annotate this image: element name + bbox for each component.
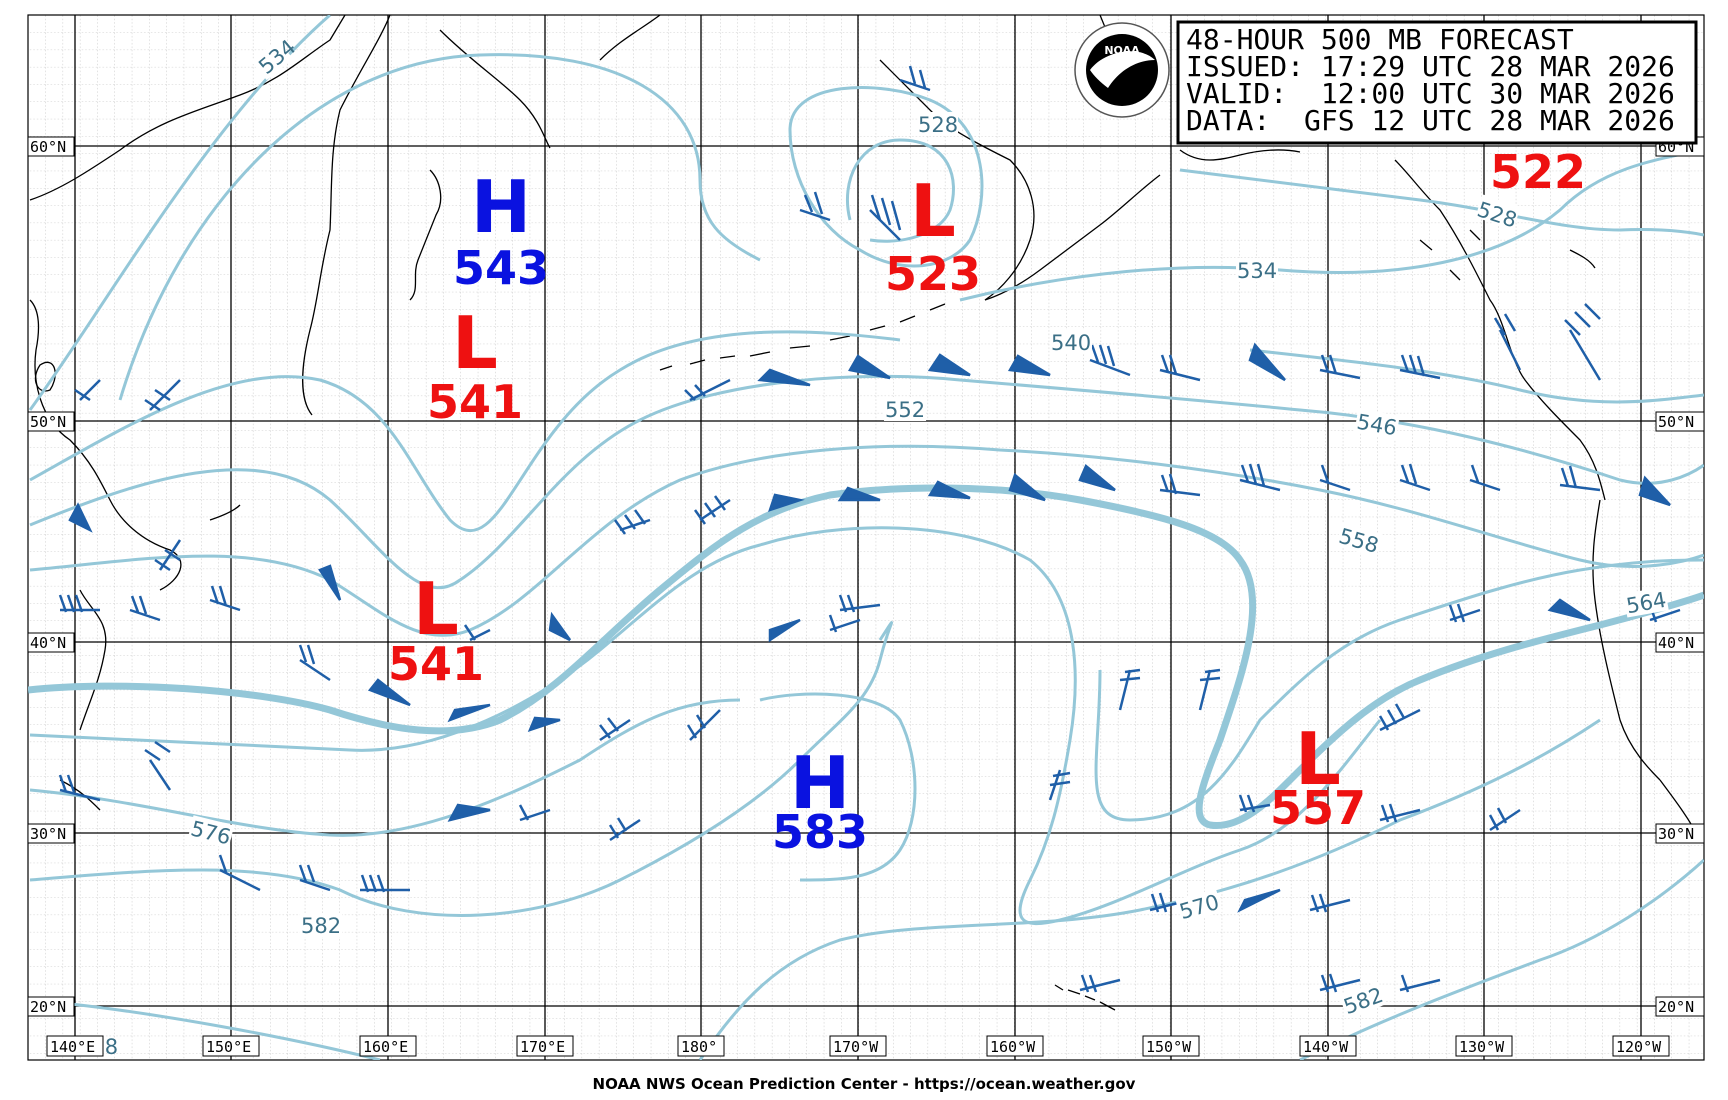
high-center-letter: H — [471, 165, 531, 249]
lat-label-left: 50°N — [30, 413, 66, 431]
contour-label: 582 — [301, 914, 341, 938]
lat-label-left: 20°N — [30, 998, 66, 1016]
wind-barbs — [58, 65, 1681, 993]
latitude-labels: 60°N 50°N 40°N 30°N 20°N 60°N 50°N 40°N … — [27, 136, 1705, 1017]
lon-label: 160°W — [990, 1038, 1036, 1056]
title-line-issued: ISSUED: 17:29 UTC 28 MAR 2026 — [1186, 50, 1675, 83]
lon-label: 160°E — [363, 1038, 408, 1056]
low-center-value: 522 — [1490, 145, 1586, 199]
jet-contour — [28, 484, 1704, 830]
lat-label-left: 60°N — [30, 138, 66, 156]
lat-label-right: 30°N — [1658, 825, 1694, 843]
title-line-data: DATA: GFS 12 UTC 28 MAR 2026 — [1186, 104, 1675, 137]
title-line-valid: VALID: 12:00 UTC 30 MAR 2026 — [1186, 77, 1675, 110]
lon-label: 150°W — [1146, 1038, 1192, 1056]
low-center-value: 557 — [1270, 781, 1366, 835]
contour-label: 540 — [1051, 331, 1091, 355]
longitude-labels: 140°E 150°E 160°E 170°E 180° 170°W 160°W… — [46, 1035, 1670, 1057]
major-grid — [28, 15, 1704, 1060]
high-center-letter: H — [790, 741, 850, 825]
lon-label: 150°E — [206, 1038, 251, 1056]
lon-label: 180° — [681, 1038, 717, 1056]
contour-label: 552 — [885, 398, 925, 422]
pressure-centers: H 543 L 541 L 523 L 541 H 583 L 557 522 — [388, 145, 1586, 859]
low-center-value: 541 — [427, 375, 523, 429]
lat-label-right: 50°N — [1658, 413, 1694, 431]
low-center-letter: L — [1295, 717, 1341, 801]
low-center-letter: L — [910, 169, 956, 253]
high-center-value: 583 — [772, 805, 868, 859]
lon-label: 170°W — [833, 1038, 879, 1056]
lon-label: 120°W — [1616, 1038, 1662, 1056]
low-center-value: 523 — [885, 247, 981, 301]
title-line-forecast: 48-HOUR 500 MB FORECAST — [1186, 23, 1574, 56]
lat-label-right: 20°N — [1658, 998, 1694, 1016]
low-center-letter: L — [452, 301, 498, 385]
lat-label-left: 30°N — [30, 825, 66, 843]
lat-label-left: 40°N — [30, 634, 66, 652]
lon-label: 140°W — [1303, 1038, 1349, 1056]
low-center-letter: L — [413, 567, 459, 651]
lon-label: 140°E — [50, 1038, 95, 1056]
noaa-logo-icon: NOAA — [1074, 22, 1170, 118]
footer-credit: NOAA NWS Ocean Prediction Center - https… — [592, 1075, 1136, 1093]
low-center-value: 541 — [388, 637, 484, 691]
lon-label: 130°W — [1459, 1038, 1505, 1056]
high-center-value: 543 — [453, 241, 549, 295]
map-frame — [27, 14, 1705, 1061]
contour-label: 534 — [1237, 259, 1277, 283]
lat-label-right: 40°N — [1658, 634, 1694, 652]
noaa-logo-text: NOAA — [1104, 44, 1140, 57]
title-block: 48-HOUR 500 MB FORECAST ISSUED: 17:29 UT… — [1176, 20, 1698, 145]
lon-label: 170°E — [520, 1038, 565, 1056]
contour-label: 528 — [918, 113, 958, 137]
